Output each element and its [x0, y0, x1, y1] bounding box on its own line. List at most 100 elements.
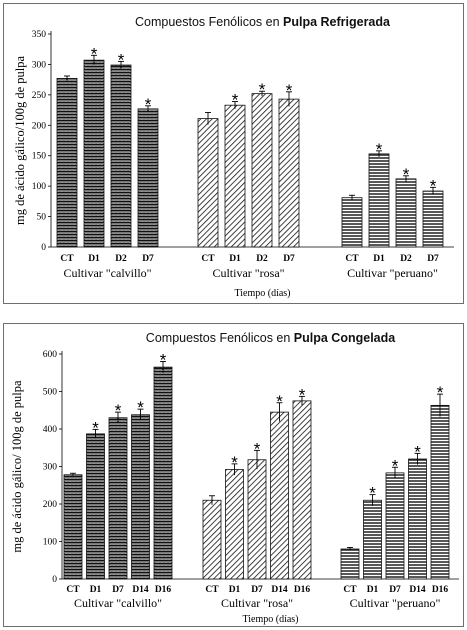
- significance-asterisk: *: [369, 484, 376, 503]
- significance-asterisk: *: [137, 398, 144, 417]
- bar-rosa-d7: [247, 459, 267, 580]
- y-tick-label: 400: [43, 425, 58, 435]
- category-label: D16: [294, 585, 311, 595]
- significance-asterisk: *: [286, 81, 293, 100]
- chart-panel-congelada: Compuestos Fenólicos en Pulpa Congelada 0…: [3, 323, 464, 627]
- bar-peruano-d7: [422, 190, 444, 248]
- bar-rosa-ct: [202, 499, 222, 580]
- category-label: D2: [400, 254, 412, 264]
- significance-asterisk: *: [392, 456, 399, 475]
- y-tick-label: 0: [41, 243, 46, 253]
- category-label: CT: [205, 585, 219, 595]
- bar-rosa-d14: [270, 411, 289, 580]
- bar-peruano-d16: [430, 404, 450, 580]
- category-label: CT: [66, 585, 80, 595]
- bar-rosa-d16: [292, 400, 312, 580]
- bar-calvillo-ct: [56, 78, 78, 248]
- group-label-rosa: Cultivar "rosa": [212, 266, 284, 280]
- category-label: CT: [60, 254, 74, 264]
- bar-peruano-ct: [341, 197, 363, 248]
- category-label: D16: [432, 585, 449, 595]
- significance-asterisk: *: [430, 176, 437, 195]
- category-label: D1: [373, 254, 385, 264]
- y-tick-label: 250: [32, 91, 47, 101]
- y-tick-label: 600: [43, 350, 58, 360]
- significance-asterisk: *: [299, 385, 306, 404]
- bar-calvillo-d14: [131, 414, 150, 580]
- category-label: D1: [88, 254, 100, 264]
- significance-asterisk: *: [232, 91, 239, 110]
- category-label: CT: [345, 254, 359, 264]
- y-tick-label: 0: [52, 575, 57, 585]
- category-label: D2: [256, 254, 268, 264]
- group-label-peruano: Cultivar "peruano": [347, 266, 438, 280]
- significance-asterisk: *: [92, 418, 99, 437]
- significance-asterisk: *: [437, 383, 444, 402]
- y-tick-label: 200: [32, 121, 47, 131]
- category-label: D7: [112, 585, 124, 595]
- bar-peruano-d1: [363, 499, 382, 580]
- bar-peruano-ct: [340, 548, 360, 580]
- significance-asterisk: *: [160, 351, 167, 370]
- category-label: D7: [283, 254, 295, 264]
- y-tick-label: 500: [43, 388, 58, 398]
- significance-asterisk: *: [414, 442, 421, 461]
- y-tick-label: 200: [43, 500, 58, 510]
- y-tick-label: 300: [43, 463, 58, 473]
- bar-calvillo-d16: [153, 366, 173, 580]
- y-tick-label: 300: [32, 60, 47, 70]
- bar-calvillo-d2: [110, 64, 132, 248]
- significance-asterisk: *: [231, 453, 238, 472]
- bar-peruano-d1: [368, 153, 390, 248]
- chart-title: Compuestos Fenólicos en Pulpa Congelada: [146, 331, 396, 345]
- significance-asterisk: *: [276, 392, 283, 411]
- category-label: D7: [251, 585, 263, 595]
- group-label-calvillo: Cultivar "calvillo": [74, 596, 162, 610]
- category-label: D14: [271, 585, 288, 595]
- bar-calvillo-d1: [83, 59, 105, 248]
- bar-calvillo-d7: [108, 417, 128, 580]
- significance-asterisk: *: [91, 44, 98, 63]
- bar-calvillo-d1: [86, 433, 105, 580]
- category-label: D14: [132, 585, 149, 595]
- category-label: D1: [90, 585, 102, 595]
- y-axis-label: mg de ácido gálico/100g de pulpa: [13, 56, 27, 226]
- significance-asterisk: *: [254, 439, 261, 458]
- y-tick-label: 50: [37, 213, 47, 223]
- group-label-rosa: Cultivar "rosa": [221, 596, 293, 610]
- x-axis-label: Tiempo (días): [234, 288, 290, 299]
- category-label: D7: [389, 585, 401, 595]
- bar-calvillo-d7: [137, 108, 159, 248]
- group-label-peruano: Cultivar "peruano": [350, 596, 441, 610]
- category-label: D1: [229, 585, 241, 595]
- significance-asterisk: *: [376, 140, 383, 159]
- significance-asterisk: *: [145, 95, 152, 114]
- bar-peruano-d14: [408, 458, 427, 580]
- category-label: D16: [155, 585, 172, 595]
- y-tick-label: 100: [32, 182, 47, 192]
- category-label: D2: [115, 254, 127, 264]
- y-tick-label: 100: [43, 538, 58, 548]
- category-label: D1: [229, 254, 241, 264]
- significance-asterisk: *: [115, 401, 122, 420]
- y-tick-label: 150: [32, 152, 47, 162]
- bar-rosa-d2: [251, 93, 273, 248]
- y-tick-label: 350: [32, 30, 47, 40]
- bar-rosa-d1: [224, 104, 246, 248]
- bar-rosa-d1: [225, 469, 244, 580]
- category-label: D14: [409, 585, 426, 595]
- category-label: D7: [427, 254, 439, 264]
- chart-title: Compuestos Fenólicos en Pulpa Refrigerad…: [135, 15, 391, 29]
- significance-asterisk: *: [259, 80, 266, 99]
- significance-asterisk: *: [403, 165, 410, 184]
- category-label: CT: [343, 585, 357, 595]
- chart-refrigerada: Compuestos Fenólicos en Pulpa Refrigerad…: [13, 15, 454, 299]
- category-label: D7: [142, 254, 154, 264]
- chart-congelada: Compuestos Fenólicos en Pulpa Congelada 0…: [10, 331, 459, 625]
- bar-rosa-d7: [278, 98, 300, 248]
- chart-panel-refrigerada: Compuestos Fenólicos en Pulpa Refrigerad…: [3, 3, 464, 304]
- bar-peruano-d2: [395, 178, 417, 248]
- bar-calvillo-ct: [63, 474, 83, 580]
- x-axis-label: Tiempo (días): [242, 614, 298, 625]
- bar-peruano-d7: [385, 472, 405, 580]
